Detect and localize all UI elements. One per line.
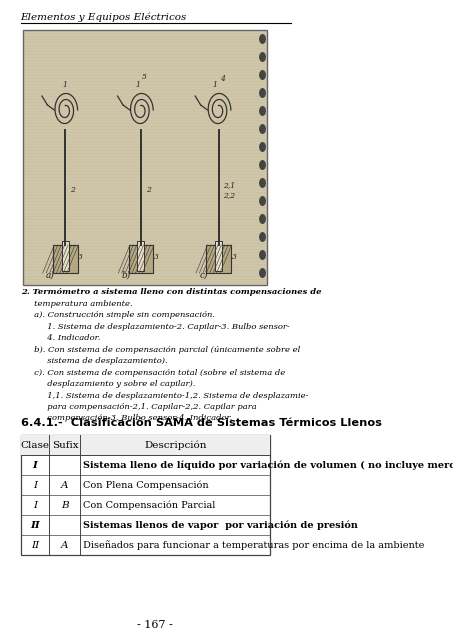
Text: c). Con sistema de compensación total (sobre el sistema de: c). Con sistema de compensación total (s… xyxy=(21,369,285,376)
Circle shape xyxy=(259,232,266,242)
Text: c): c) xyxy=(199,271,208,280)
Text: Con Plena Compensación: Con Plena Compensación xyxy=(83,480,209,490)
Text: 2. Termómetro a sistema lleno con distintas compensaciones de: 2. Termómetro a sistema lleno con distin… xyxy=(21,288,321,296)
Text: A: A xyxy=(61,541,69,550)
Text: a). Construcción simple sin compensación.: a). Construcción simple sin compensación… xyxy=(21,311,215,319)
Text: I: I xyxy=(33,500,37,509)
Bar xyxy=(215,241,222,271)
Text: 1: 1 xyxy=(135,81,140,89)
Bar xyxy=(21,435,270,555)
Text: B: B xyxy=(61,500,69,509)
Text: 4. Indicador.: 4. Indicador. xyxy=(21,334,100,342)
Text: temperatura ambiente.: temperatura ambiente. xyxy=(21,300,132,307)
Circle shape xyxy=(259,142,266,152)
Circle shape xyxy=(259,52,266,62)
Text: Sistema lleno de líquido por variación de volumen ( no incluye mercurio): Sistema lleno de líquido por variación d… xyxy=(83,460,453,470)
Circle shape xyxy=(259,160,266,170)
Text: Con Compensación Parcial: Con Compensación Parcial xyxy=(83,500,216,509)
Text: Elementos y Equipos Eléctricos: Elementos y Equipos Eléctricos xyxy=(21,12,187,22)
Text: A: A xyxy=(61,481,69,490)
Text: a): a) xyxy=(46,271,55,280)
Text: 3: 3 xyxy=(154,253,159,261)
Bar xyxy=(23,30,267,285)
Text: Diseñados para funcionar a temperaturas por encima de la ambiente: Diseñados para funcionar a temperaturas … xyxy=(83,540,424,550)
Text: 2: 2 xyxy=(146,186,150,194)
Text: 1. Sistema de desplazamiento-2. Capilar-3. Bulbo sensor-: 1. Sistema de desplazamiento-2. Capilar-… xyxy=(21,323,289,330)
Circle shape xyxy=(259,124,266,134)
Text: 4: 4 xyxy=(220,75,224,83)
Bar xyxy=(62,241,69,271)
Text: II: II xyxy=(30,520,40,529)
Circle shape xyxy=(259,70,266,80)
Text: I: I xyxy=(33,461,38,470)
Text: Descripción: Descripción xyxy=(144,440,207,450)
Bar xyxy=(129,245,153,273)
Bar xyxy=(206,245,231,273)
Text: II: II xyxy=(31,541,39,550)
Text: Sufix: Sufix xyxy=(52,440,78,449)
Text: sistema de desplazamiento).: sistema de desplazamiento). xyxy=(21,357,167,365)
Circle shape xyxy=(259,106,266,116)
Text: 1,1. Sistema de desplazamiento-1,2. Sistema de desplazamie-: 1,1. Sistema de desplazamiento-1,2. Sist… xyxy=(21,392,308,399)
Text: - 167 -: - 167 - xyxy=(137,620,173,630)
Text: b). Con sistema de compensación parcial (únicamente sobre el: b). Con sistema de compensación parcial … xyxy=(21,346,300,353)
Circle shape xyxy=(259,268,266,278)
Text: 1: 1 xyxy=(212,81,217,89)
Circle shape xyxy=(259,178,266,188)
Text: desplazamiento y sobre el capilar).: desplazamiento y sobre el capilar). xyxy=(21,380,195,388)
Circle shape xyxy=(259,196,266,206)
Text: 3: 3 xyxy=(231,253,236,261)
Bar xyxy=(137,241,145,271)
Text: b): b) xyxy=(122,271,131,280)
Text: 1: 1 xyxy=(63,81,67,89)
Text: 2: 2 xyxy=(70,186,75,194)
Circle shape xyxy=(259,214,266,224)
Bar xyxy=(53,245,77,273)
Text: 3: 3 xyxy=(78,253,83,261)
Circle shape xyxy=(259,34,266,44)
Bar xyxy=(21,435,270,455)
Text: Clase: Clase xyxy=(20,440,49,449)
Circle shape xyxy=(259,88,266,98)
Text: 6.4.1.-  Clasificación SAMA de Sistemas Térmicos Llenos: 6.4.1.- Clasificación SAMA de Sistemas T… xyxy=(21,418,381,428)
Text: Sistemas llenos de vapor  por variación de presión: Sistemas llenos de vapor por variación d… xyxy=(83,520,358,530)
Circle shape xyxy=(259,250,266,260)
Text: compensación-3. Bulbo sensor-4. Indicador.: compensación-3. Bulbo sensor-4. Indicado… xyxy=(21,415,232,422)
Text: 5: 5 xyxy=(142,73,147,81)
Text: 2,1
2,2: 2,1 2,2 xyxy=(223,181,236,199)
Text: I: I xyxy=(33,481,37,490)
Text: para compensación-2,1. Capilar-2,2. Capilar para: para compensación-2,1. Capilar-2,2. Capi… xyxy=(21,403,256,411)
